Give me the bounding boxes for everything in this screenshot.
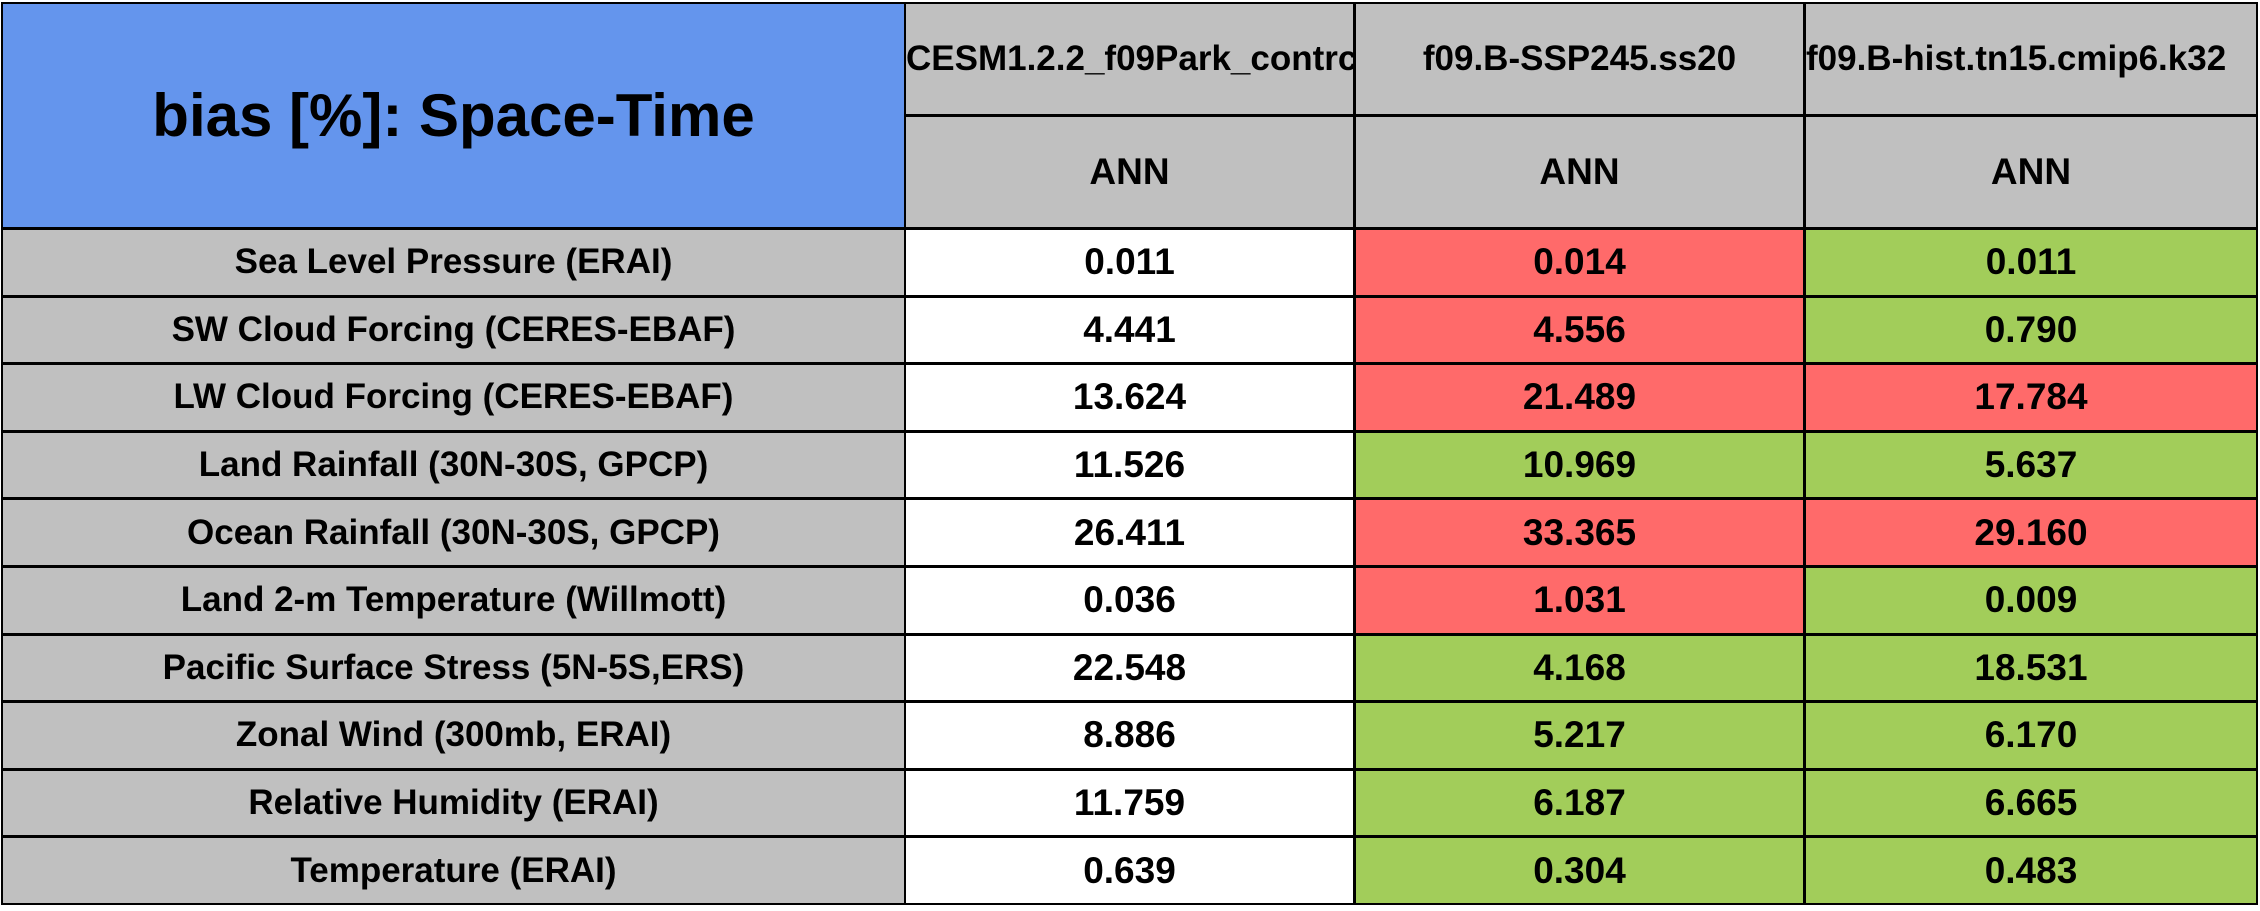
column-header-season-3: ANN [1804,115,2258,229]
value-cell: 21.489 [1354,363,1805,432]
value-cell: 26.411 [904,498,1355,567]
value-cell: 22.548 [904,633,1355,703]
value-cell: 6.170 [1804,701,2258,770]
value-cell: 0.036 [904,566,1355,635]
table-title: bias [%]: Space-Time [1,2,906,229]
row-label: Sea Level Pressure (ERAI) [1,228,906,297]
value-cell: 18.531 [1804,633,2258,703]
row-label: Pacific Surface Stress (5N-5S,ERS) [1,633,906,703]
value-cell: 0.014 [1354,228,1805,297]
row-label: Relative Humidity (ERAI) [1,768,906,838]
value-cell: 11.526 [904,430,1355,500]
row-label: Land 2-m Temperature (Willmott) [1,566,906,635]
row-label: Ocean Rainfall (30N-30S, GPCP) [1,498,906,567]
value-cell: 33.365 [1354,498,1805,567]
column-header-model-3: f09.B-hist.tn15.cmip6.k32 [1804,2,2258,116]
value-cell: 13.624 [904,363,1355,432]
value-cell: 29.160 [1804,498,2258,567]
value-cell: 0.304 [1354,836,1805,905]
column-header-season-2: ANN [1354,115,1805,229]
value-cell: 6.665 [1804,768,2258,838]
value-cell: 5.217 [1354,701,1805,770]
value-cell: 1.031 [1354,566,1805,635]
value-cell: 17.784 [1804,363,2258,432]
value-cell: 4.556 [1354,295,1805,365]
value-cell: 4.441 [904,295,1355,365]
value-cell: 10.969 [1354,430,1805,500]
row-label: LW Cloud Forcing (CERES-EBAF) [1,363,906,432]
row-label: Zonal Wind (300mb, ERAI) [1,701,906,770]
row-label: SW Cloud Forcing (CERES-EBAF) [1,295,906,365]
value-cell: 4.168 [1354,633,1805,703]
value-cell: 8.886 [904,701,1355,770]
value-cell: 0.009 [1804,566,2258,635]
row-label: Temperature (ERAI) [1,836,906,905]
value-cell: 0.790 [1804,295,2258,365]
value-cell: 6.187 [1354,768,1805,838]
value-cell: 11.759 [904,768,1355,838]
value-cell: 0.011 [1804,228,2258,297]
value-cell: 0.639 [904,836,1355,905]
column-header-model-1: CESM1.2.2_f09Park_contrc [904,2,1355,116]
row-label: Land Rainfall (30N-30S, GPCP) [1,430,906,500]
column-header-season-1: ANN [904,115,1355,229]
value-cell: 0.483 [1804,836,2258,905]
value-cell: 0.011 [904,228,1355,297]
value-cell: 5.637 [1804,430,2258,500]
column-header-model-2: f09.B-SSP245.ss20 [1354,2,1805,116]
